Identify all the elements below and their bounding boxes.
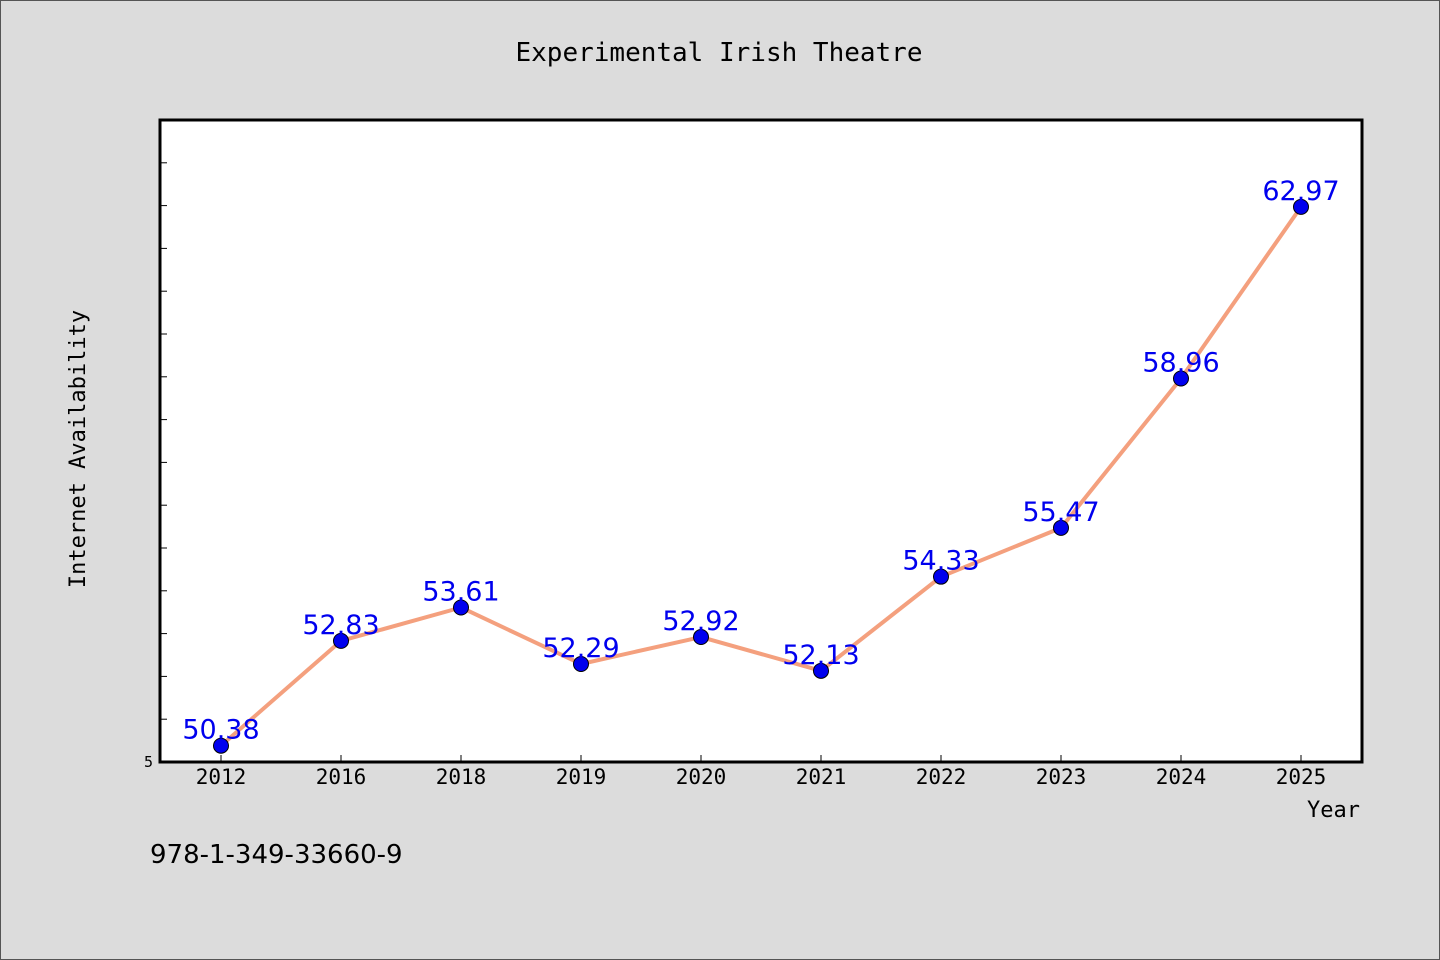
data-point xyxy=(453,599,469,616)
series-group xyxy=(213,198,1309,754)
x-tick-label: 2025 xyxy=(1276,765,1327,789)
x-tick-label: 2020 xyxy=(676,765,727,789)
data-point xyxy=(333,632,349,649)
data-point xyxy=(1053,519,1069,536)
y-axis-label: Internet Availability xyxy=(66,310,91,588)
x-tick-label: 2021 xyxy=(796,765,847,789)
x-tick-label: 2023 xyxy=(1036,765,1087,789)
data-point xyxy=(1173,370,1189,387)
chart-title: Experimental Irish Theatre xyxy=(516,38,923,68)
y-axis-ticks: 5 xyxy=(144,162,167,771)
x-tick-label: 2012 xyxy=(196,765,247,789)
x-axis-label: Year xyxy=(1307,798,1360,823)
data-point xyxy=(1293,198,1309,215)
data-point xyxy=(693,629,709,646)
x-axis-ticks: 2012 2016 2018 2019 2020 2021 2022 2023 2024 2025 xyxy=(196,755,1327,789)
data-point xyxy=(933,568,949,585)
series-line xyxy=(219,204,1303,748)
data-point xyxy=(573,655,589,672)
data-point xyxy=(813,662,829,679)
data-label: 54.33 xyxy=(902,546,979,577)
x-tick-label: 2019 xyxy=(556,765,607,789)
data-point xyxy=(213,737,229,754)
plot-area xyxy=(158,118,1364,764)
data-label: 52.83 xyxy=(302,610,379,641)
data-label: 50.38 xyxy=(182,715,259,746)
isbn-text: 978-1-349-33660-9 xyxy=(150,840,403,870)
data-label: 52.13 xyxy=(782,640,859,671)
x-tick-label: 2018 xyxy=(436,765,487,789)
x-tick-label: 2022 xyxy=(916,765,967,789)
data-label-group: 50.38 52.83 53.61 52.29 52.92 52.13 54.33 55.47… xyxy=(182,176,1339,746)
data-label: 55.47 xyxy=(1022,497,1099,528)
data-label: 53.61 xyxy=(422,576,499,607)
data-label: 52.92 xyxy=(662,606,739,637)
data-label: 58.96 xyxy=(1142,348,1219,379)
x-tick-label: 2016 xyxy=(316,765,367,789)
data-label: 62.97 xyxy=(1262,176,1339,207)
x-tick-label: 2024 xyxy=(1156,765,1207,789)
data-label: 52.29 xyxy=(542,633,619,664)
y-tick-label: 5 xyxy=(144,753,153,771)
